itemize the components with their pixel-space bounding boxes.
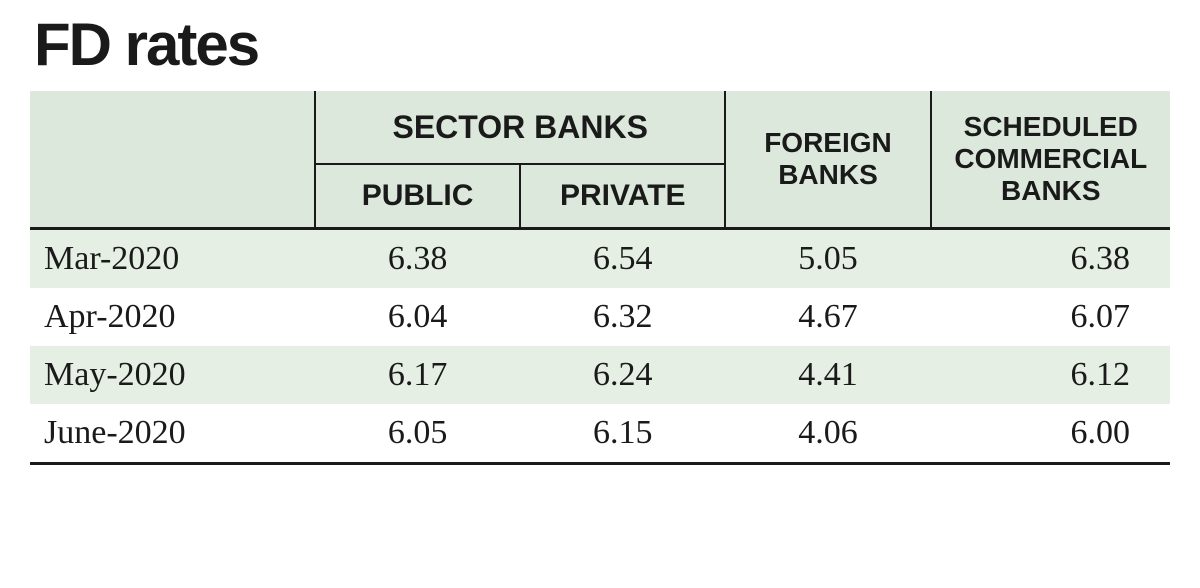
cell-month: Mar-2020 xyxy=(30,229,315,289)
cell-month: May-2020 xyxy=(30,346,315,404)
table-row: June-2020 6.05 6.15 4.06 6.00 xyxy=(30,404,1170,464)
cell-scheduled: 6.07 xyxy=(931,288,1170,346)
header-public: PUBLIC xyxy=(315,164,520,229)
cell-foreign: 5.05 xyxy=(725,229,930,289)
header-sector-banks: SECTOR BANKS xyxy=(315,91,725,164)
cell-foreign: 4.41 xyxy=(725,346,930,404)
fd-rates-table-container: FD rates SECTOR BANKS FOREIGN BANKS SCHE… xyxy=(0,0,1200,588)
header-scheduled-l2: COMMERCIAL xyxy=(954,143,1147,174)
cell-scheduled: 6.12 xyxy=(931,346,1170,404)
header-private: PRIVATE xyxy=(520,164,725,229)
header-foreign-banks: FOREIGN BANKS xyxy=(725,91,930,229)
cell-private: 6.15 xyxy=(520,404,725,464)
cell-private: 6.24 xyxy=(520,346,725,404)
cell-public: 6.04 xyxy=(315,288,520,346)
table-row: Mar-2020 6.38 6.54 5.05 6.38 xyxy=(30,229,1170,289)
cell-scheduled: 6.38 xyxy=(931,229,1170,289)
fd-rates-table: SECTOR BANKS FOREIGN BANKS SCHEDULED COM… xyxy=(30,91,1170,465)
cell-private: 6.32 xyxy=(520,288,725,346)
page-title: FD rates xyxy=(34,10,1170,79)
header-scheduled-banks: SCHEDULED COMMERCIAL BANKS xyxy=(931,91,1170,229)
header-blank xyxy=(30,91,315,229)
header-scheduled-l1: SCHEDULED xyxy=(964,111,1138,142)
header-row-1: SECTOR BANKS FOREIGN BANKS SCHEDULED COM… xyxy=(30,91,1170,164)
cell-month: Apr-2020 xyxy=(30,288,315,346)
cell-foreign: 4.06 xyxy=(725,404,930,464)
cell-public: 6.05 xyxy=(315,404,520,464)
cell-foreign: 4.67 xyxy=(725,288,930,346)
table-row: May-2020 6.17 6.24 4.41 6.12 xyxy=(30,346,1170,404)
table-row: Apr-2020 6.04 6.32 4.67 6.07 xyxy=(30,288,1170,346)
cell-public: 6.38 xyxy=(315,229,520,289)
cell-private: 6.54 xyxy=(520,229,725,289)
header-foreign-l1: FOREIGN xyxy=(764,127,892,158)
cell-scheduled: 6.00 xyxy=(931,404,1170,464)
header-scheduled-l3: BANKS xyxy=(1001,175,1101,206)
cell-month: June-2020 xyxy=(30,404,315,464)
header-foreign-l2: BANKS xyxy=(778,159,878,190)
cell-public: 6.17 xyxy=(315,346,520,404)
